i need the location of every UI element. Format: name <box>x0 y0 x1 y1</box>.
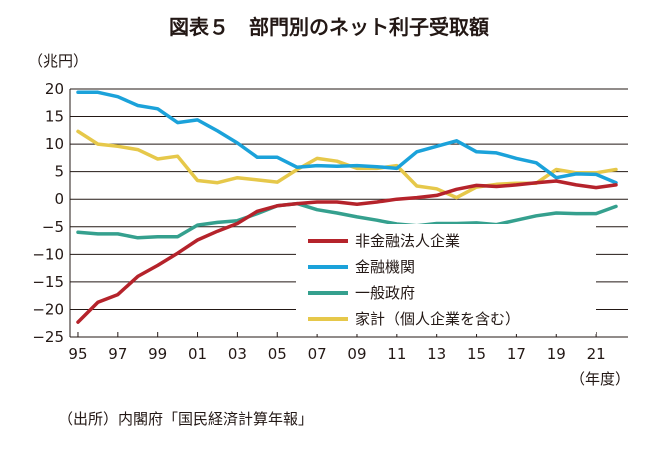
y-tick-label: 10 <box>45 135 64 153</box>
y-tick-label: 15 <box>45 108 64 126</box>
x-tick-label: 11 <box>387 345 406 363</box>
y-tick-label: −10 <box>32 245 64 263</box>
y-axis-unit: （兆円） <box>28 52 88 70</box>
series-line-0 <box>76 179 618 324</box>
y-tick-label: −5 <box>42 218 64 236</box>
y-tick-label: 20 <box>45 80 64 98</box>
series-line-2 <box>76 201 618 240</box>
x-tick-label: 01 <box>188 345 207 363</box>
x-axis-unit: （年度） <box>570 370 630 388</box>
x-tick-label: 95 <box>68 345 87 363</box>
x-tick-label: 97 <box>108 345 127 363</box>
legend-label: 金融機関 <box>355 258 415 276</box>
legend-label: 家計（個人企業を含む） <box>355 310 520 328</box>
x-tick-label: 21 <box>587 345 606 363</box>
y-tick-label: −20 <box>32 300 64 318</box>
series-lines <box>76 90 618 324</box>
y-tick-label: −15 <box>32 273 64 291</box>
x-tick-label: 05 <box>268 345 287 363</box>
x-tick-label: 09 <box>347 345 366 363</box>
x-tick-label: 99 <box>148 345 167 363</box>
y-axis-ticks: 20 15 10 5 0 −5 −10 −15 −20 −25 <box>32 80 64 346</box>
x-tick-label: 13 <box>427 345 446 363</box>
x-tick-label: 15 <box>467 345 486 363</box>
x-tick-label: 07 <box>308 345 327 363</box>
series-line-1 <box>76 90 618 185</box>
x-tick-label: 03 <box>228 345 247 363</box>
legend-label: 非金融法人企業 <box>355 232 460 250</box>
source-note: （出所）内閣府「国民経済計算年報」 <box>58 410 313 428</box>
y-tick-label: 0 <box>54 190 64 208</box>
x-tick-label: 17 <box>507 345 526 363</box>
y-tick-label: −25 <box>32 328 64 346</box>
x-tick-label: 19 <box>547 345 566 363</box>
x-axis-ticks: 95 97 99 01 03 05 07 09 11 13 15 17 19 21 <box>68 89 606 363</box>
legend-label: 一般政府 <box>355 284 415 302</box>
y-tick-label: 5 <box>54 163 64 181</box>
chart-title: 図表５ 部門別のネット利子受取額 <box>169 15 489 39</box>
